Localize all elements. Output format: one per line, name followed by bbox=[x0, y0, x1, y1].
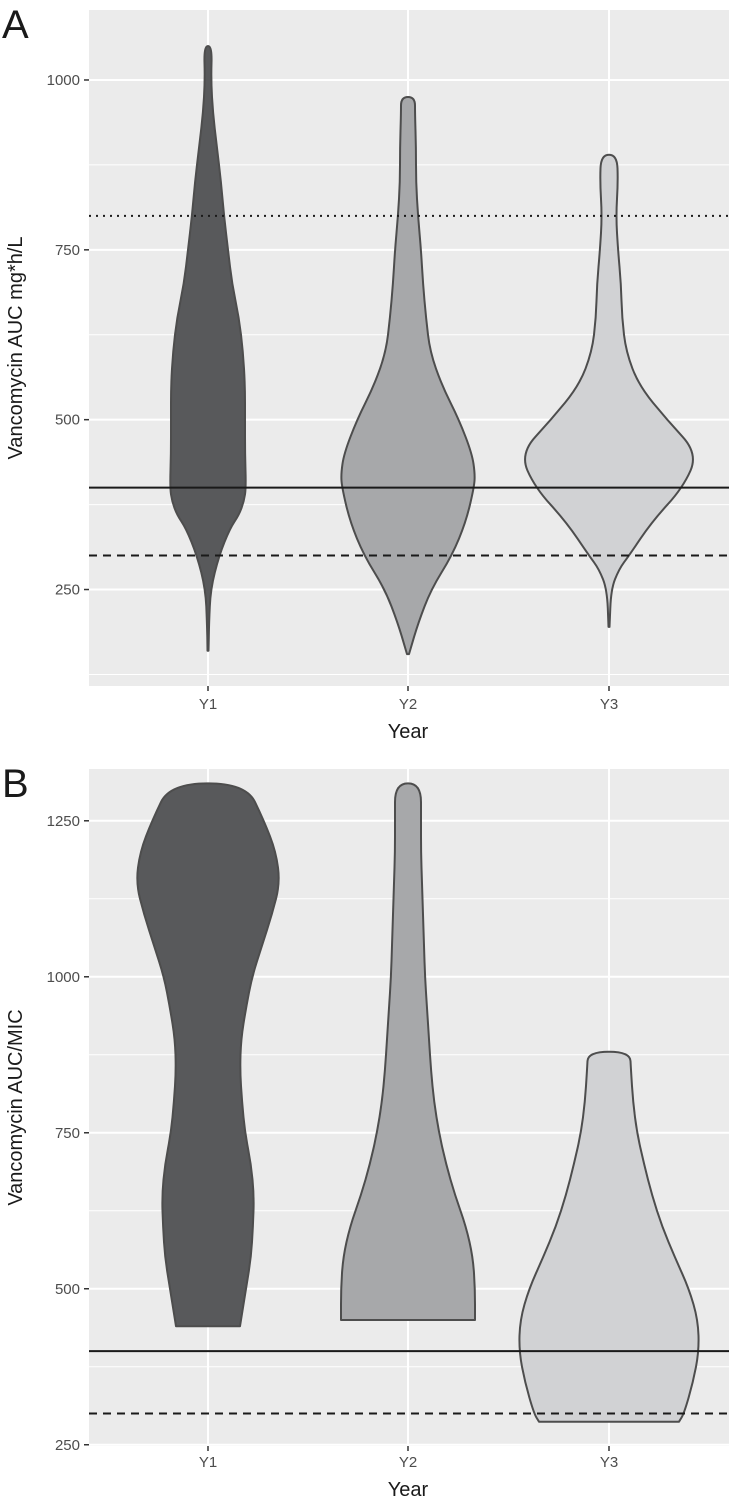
x-tick-label: Y1 bbox=[199, 696, 217, 713]
y-tick-label: 1000 bbox=[47, 72, 80, 89]
y-tick-label: 250 bbox=[55, 1437, 80, 1454]
y-tick-label: 1000 bbox=[47, 969, 80, 986]
panel-b: 250 500 750 1000 1250 Y1 Y2 Y3 Year Vancomycin AU… bbox=[2, 762, 729, 1501]
x-axis-title: Year bbox=[388, 1479, 429, 1501]
y-tick-label: 750 bbox=[55, 242, 80, 259]
x-tick-label: Y1 bbox=[199, 1454, 217, 1471]
violin-y2 bbox=[340, 782, 476, 1321]
violin-y3 bbox=[524, 153, 694, 628]
y-tick-label: 1250 bbox=[47, 813, 80, 830]
violin-y1 bbox=[136, 782, 280, 1328]
violin-y2 bbox=[340, 96, 476, 656]
y-axis-title: Vancomycin AUC/MIC bbox=[5, 1009, 27, 1205]
y-tick-label: 500 bbox=[55, 1281, 80, 1298]
panel-a: 250 500 750 1000 Y1 Y2 Y3 Year Vancomycin AUC mg… bbox=[2, 3, 729, 743]
violin-y3 bbox=[518, 1050, 700, 1423]
x-tick-label: Y2 bbox=[399, 1454, 417, 1471]
x-tick-label: Y3 bbox=[600, 1454, 618, 1471]
y-tick-label: 250 bbox=[55, 582, 80, 599]
x-tick-label: Y2 bbox=[399, 696, 417, 713]
x-axis-title: Year bbox=[388, 721, 429, 743]
x-tick-label: Y3 bbox=[600, 696, 618, 713]
y-tick-label: 750 bbox=[55, 1125, 80, 1142]
y-tick-label: 500 bbox=[55, 412, 80, 429]
panel-letter: A bbox=[2, 3, 29, 47]
y-axis-title: Vancomycin AUC mg*h/L bbox=[5, 236, 27, 459]
panel-letter: B bbox=[2, 762, 29, 806]
violin-y1 bbox=[169, 45, 247, 652]
